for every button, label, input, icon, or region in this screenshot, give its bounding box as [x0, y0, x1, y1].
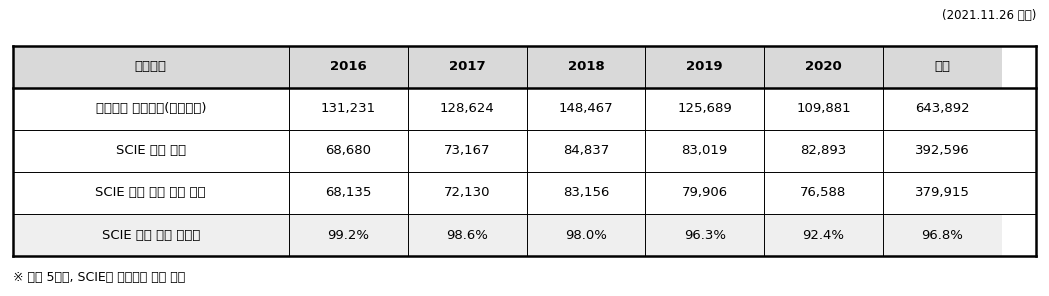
Text: 등록논문 전체건수(중복포함): 등록논문 전체건수(중복포함) — [95, 102, 206, 115]
Text: 125,689: 125,689 — [678, 102, 732, 115]
Text: 131,231: 131,231 — [321, 102, 376, 115]
Text: 2016: 2016 — [330, 60, 367, 73]
Text: 2017: 2017 — [449, 60, 486, 73]
Text: 98.6%: 98.6% — [446, 229, 488, 242]
Text: 합계: 합계 — [935, 60, 950, 73]
Text: 148,467: 148,467 — [559, 102, 614, 115]
Text: 84,837: 84,837 — [563, 144, 609, 157]
Text: 109,881: 109,881 — [796, 102, 851, 115]
Text: 98.0%: 98.0% — [565, 229, 607, 242]
Text: 83,156: 83,156 — [562, 186, 609, 200]
Text: 76,588: 76,588 — [800, 186, 847, 200]
Text: SCIE 논문 원문 연계 건수: SCIE 논문 원문 연계 건수 — [95, 186, 206, 200]
Text: 79,906: 79,906 — [682, 186, 728, 200]
Text: 73,167: 73,167 — [444, 144, 491, 157]
Text: 92.4%: 92.4% — [802, 229, 844, 242]
Text: 2018: 2018 — [568, 60, 604, 73]
Text: 128,624: 128,624 — [440, 102, 494, 115]
Text: 등록년도: 등록년도 — [135, 60, 167, 73]
Text: 2019: 2019 — [686, 60, 723, 73]
Text: 72,130: 72,130 — [444, 186, 491, 200]
Text: 379,915: 379,915 — [915, 186, 969, 200]
Text: ※ 최근 5년간, SCIE급 저널수록 논문 기준: ※ 최근 5년간, SCIE급 저널수록 논문 기준 — [13, 271, 185, 284]
Text: SCIE 논문 원문 연계율: SCIE 논문 원문 연계율 — [102, 229, 200, 242]
Text: 2020: 2020 — [805, 60, 842, 73]
Text: 99.2%: 99.2% — [327, 229, 369, 242]
Text: (2021.11.26 기준): (2021.11.26 기준) — [942, 9, 1036, 22]
Text: 392,596: 392,596 — [915, 144, 969, 157]
Text: 82,893: 82,893 — [800, 144, 847, 157]
Text: 68,680: 68,680 — [325, 144, 371, 157]
Text: 96.8%: 96.8% — [921, 229, 963, 242]
Text: 83,019: 83,019 — [682, 144, 728, 157]
Text: 643,892: 643,892 — [915, 102, 969, 115]
Text: 96.3%: 96.3% — [684, 229, 726, 242]
Text: SCIE 논문 건수: SCIE 논문 건수 — [115, 144, 186, 157]
Text: 68,135: 68,135 — [325, 186, 371, 200]
